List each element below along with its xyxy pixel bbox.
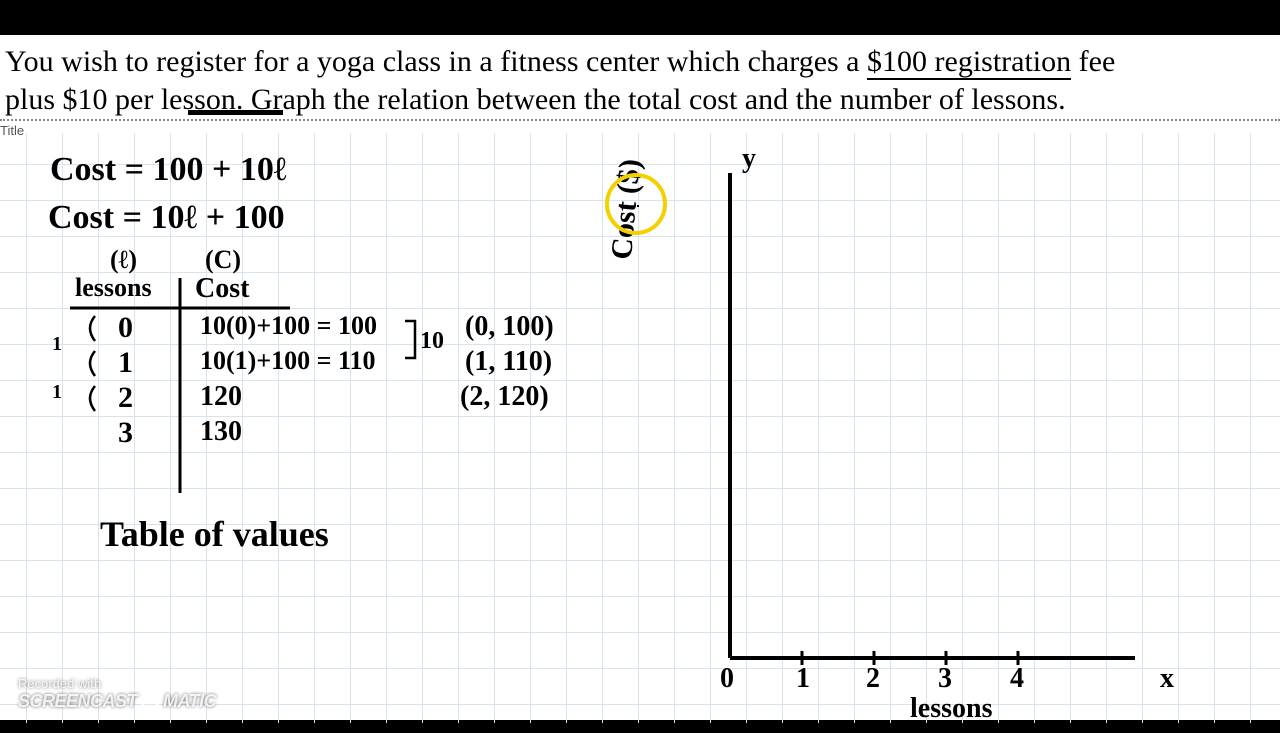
xt0: 0	[720, 663, 734, 695]
highlight-ring-icon	[605, 173, 667, 235]
watermark: Recorded with SCREENCAST MATIC	[18, 676, 216, 712]
xt3: 3	[938, 663, 952, 695]
lesson-underline	[188, 110, 283, 115]
brand-left: SCREENCAST	[18, 691, 137, 712]
watermark-brand: SCREENCAST MATIC	[18, 691, 216, 712]
x-label: x	[1160, 663, 1174, 695]
problem-underlined: $100 registration	[867, 45, 1071, 80]
brand-right: MATIC	[163, 691, 216, 712]
watermark-label: Recorded with	[18, 676, 216, 691]
graph-paper: Cost = 100 + 10ℓ Cost = 10ℓ + 100 (ℓ) (C…	[0, 133, 1280, 723]
content-area: You wish to register for a yoga class in…	[0, 35, 1280, 720]
xt4: 4	[1010, 663, 1024, 695]
x-axis-title: lessons	[910, 693, 992, 725]
xt2: 2	[866, 663, 880, 695]
problem-line1-post: fee	[1071, 45, 1115, 78]
brand-circle-icon	[141, 693, 159, 711]
y-label: y	[742, 143, 756, 175]
xt1: 1	[796, 663, 810, 695]
problem-line2: plus $10 per lesson. Graph the relation …	[5, 83, 1066, 116]
problem-line1-pre: You wish to register for a yoga class in…	[5, 45, 867, 78]
